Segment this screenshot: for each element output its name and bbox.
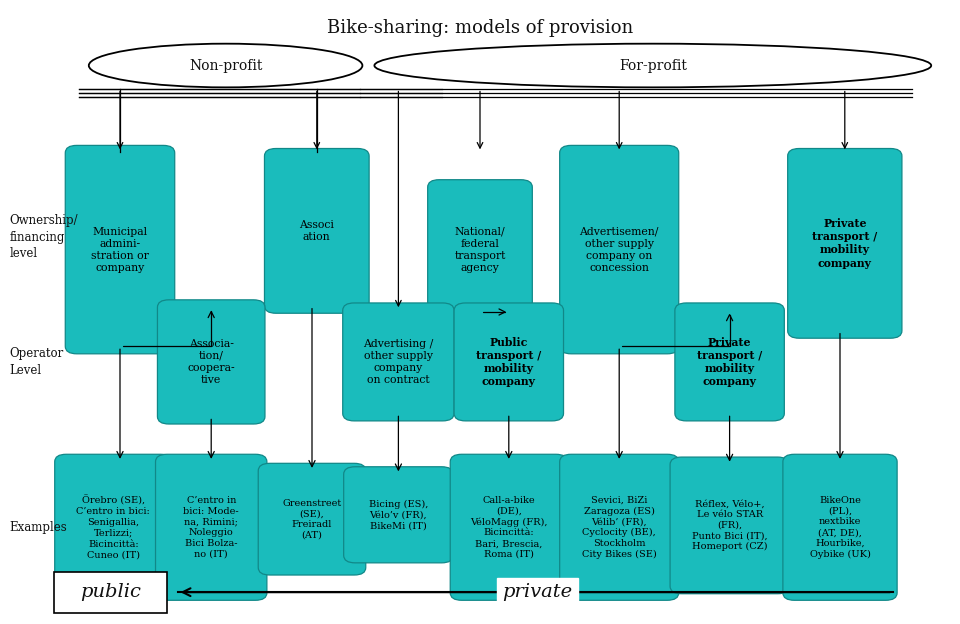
FancyBboxPatch shape bbox=[343, 303, 454, 421]
Text: Ownership/
financing
level: Ownership/ financing level bbox=[10, 214, 78, 260]
Text: Réflex, Vélo+,
Le vélo STAR
(FR),
Punto Bici (IT),
Homeport (CZ): Réflex, Vélo+, Le vélo STAR (FR), Punto … bbox=[692, 499, 767, 552]
Text: Sevici, BiZi
Zaragoza (ES)
Vélib’ (FR),
Cyclocity (BE),
Stockholm
City Bikes (SE: Sevici, BiZi Zaragoza (ES) Vélib’ (FR), … bbox=[582, 495, 657, 559]
Text: Examples: Examples bbox=[10, 521, 67, 534]
FancyBboxPatch shape bbox=[787, 149, 901, 338]
Text: private: private bbox=[502, 583, 573, 601]
FancyBboxPatch shape bbox=[344, 467, 453, 563]
Text: Bike-sharing: models of provision: Bike-sharing: models of provision bbox=[326, 19, 634, 37]
Text: Public
transport /
mobility
company: Public transport / mobility company bbox=[476, 336, 541, 388]
Text: For-profit: For-profit bbox=[619, 59, 686, 72]
Text: Non-profit: Non-profit bbox=[189, 59, 262, 72]
Text: Bicing (ES),
Vélo’v (FR),
BikeMi (IT): Bicing (ES), Vélo’v (FR), BikeMi (IT) bbox=[369, 499, 428, 530]
Text: Operator
Level: Operator Level bbox=[10, 347, 64, 377]
Text: Associ
ation: Associ ation bbox=[300, 220, 334, 242]
Text: Örebro (SE),
C’entro in bici:
Senigallia,
Terlizzi;
Bicincittà:
Cuneo (IT): Örebro (SE), C’entro in bici: Senigallia… bbox=[77, 495, 150, 559]
Text: Call-a-bike
(DE),
VéloMagg (FR),
Bicincittà:
Bari, Brescia,
Roma (IT): Call-a-bike (DE), VéloMagg (FR), Bicinci… bbox=[470, 495, 547, 559]
FancyBboxPatch shape bbox=[258, 463, 366, 575]
FancyBboxPatch shape bbox=[560, 145, 679, 354]
FancyBboxPatch shape bbox=[783, 454, 897, 600]
Text: C’entro in
bici: Mode-
na, Rimini;
Noleggio
Bici Bolza-
no (IT): C’entro in bici: Mode- na, Rimini; Noleg… bbox=[183, 496, 239, 558]
FancyBboxPatch shape bbox=[265, 149, 370, 313]
FancyBboxPatch shape bbox=[156, 454, 267, 600]
FancyBboxPatch shape bbox=[428, 180, 532, 319]
Text: National/
federal
transport
agency: National/ federal transport agency bbox=[454, 227, 506, 273]
Text: public: public bbox=[80, 583, 141, 601]
FancyBboxPatch shape bbox=[157, 300, 265, 424]
FancyBboxPatch shape bbox=[450, 454, 567, 600]
Text: Private
transport /
mobility
company: Private transport / mobility company bbox=[697, 336, 762, 388]
FancyBboxPatch shape bbox=[454, 303, 564, 421]
FancyBboxPatch shape bbox=[54, 572, 167, 613]
FancyBboxPatch shape bbox=[675, 303, 784, 421]
Text: Advertisemen/
other supply
company on
concession: Advertisemen/ other supply company on co… bbox=[580, 227, 659, 273]
Text: Associa-
tion/
coopera-
tive: Associa- tion/ coopera- tive bbox=[187, 339, 235, 385]
FancyBboxPatch shape bbox=[55, 454, 172, 600]
FancyBboxPatch shape bbox=[560, 454, 679, 600]
Text: BikeOne
(PL),
nextbike
(AT, DE),
Hourbike,
Oybike (UK): BikeOne (PL), nextbike (AT, DE), Hourbik… bbox=[809, 496, 871, 558]
Text: Greenstreet
(SE),
Freiradl
(AT): Greenstreet (SE), Freiradl (AT) bbox=[282, 499, 342, 540]
Text: Advertising /
other supply
company
on contract: Advertising / other supply company on co… bbox=[363, 339, 434, 385]
Text: Private
transport /
mobility
company: Private transport / mobility company bbox=[812, 218, 877, 269]
FancyBboxPatch shape bbox=[670, 457, 789, 594]
Text: Municipal
admini-
stration or
company: Municipal admini- stration or company bbox=[91, 227, 149, 273]
FancyBboxPatch shape bbox=[65, 145, 175, 354]
